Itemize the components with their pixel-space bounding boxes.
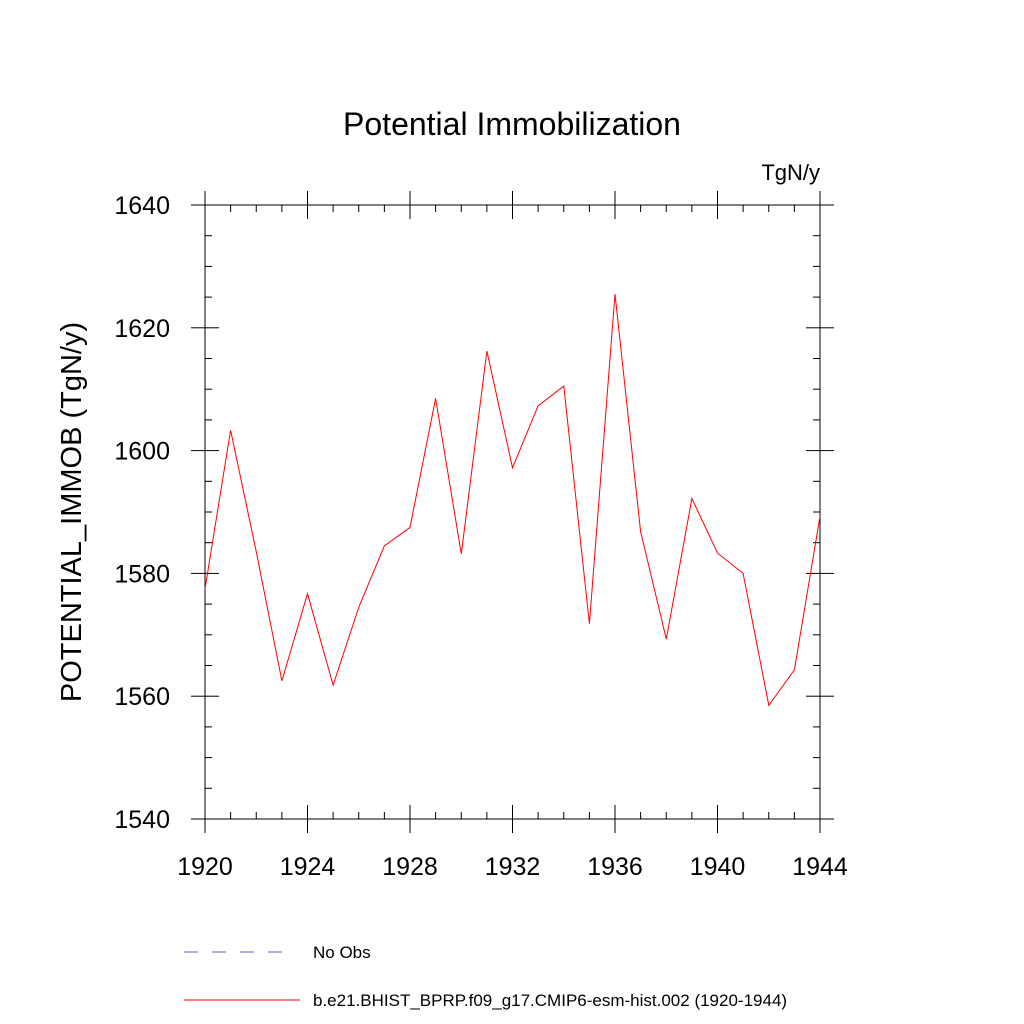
y-tick-label: 1580 <box>114 560 170 588</box>
legend: No Obs b.e21.BHIST_BPRP.f09_g17.CMIP6-es… <box>184 943 787 1010</box>
units-label: TgN/y <box>761 160 820 185</box>
x-tick-label: 1924 <box>280 853 336 881</box>
y-tick-labels: 1540 1560 1580 1600 1620 1640 <box>114 192 170 834</box>
axis-ticks <box>191 191 834 833</box>
chart-title: Potential Immobilization <box>343 106 681 142</box>
x-tick-label: 1928 <box>382 853 438 881</box>
x-tick-labels: 1920 1924 1928 1932 1936 1940 1944 <box>177 853 848 881</box>
series-layer <box>204 293 821 707</box>
x-tick-label: 1940 <box>690 853 746 881</box>
y-tick-label: 1560 <box>114 683 170 711</box>
y-tick-label: 1540 <box>114 806 170 834</box>
legend-label-no-obs: No Obs <box>313 943 371 962</box>
y-tick-label: 1600 <box>114 438 170 466</box>
x-tick-label: 1920 <box>177 853 233 881</box>
x-tick-label: 1936 <box>587 853 643 881</box>
y-axis-label: POTENTIAL_IMMOB (TgN/y) <box>56 322 88 702</box>
series-line <box>204 293 821 707</box>
y-tick-label: 1620 <box>114 315 170 343</box>
x-tick-label: 1932 <box>485 853 541 881</box>
legend-label-model-run: b.e21.BHIST_BPRP.f09_g17.CMIP6-esm-hist.… <box>313 991 787 1010</box>
y-tick-label: 1640 <box>114 192 170 220</box>
plot-frame <box>204 204 821 820</box>
x-tick-label: 1944 <box>792 853 848 881</box>
